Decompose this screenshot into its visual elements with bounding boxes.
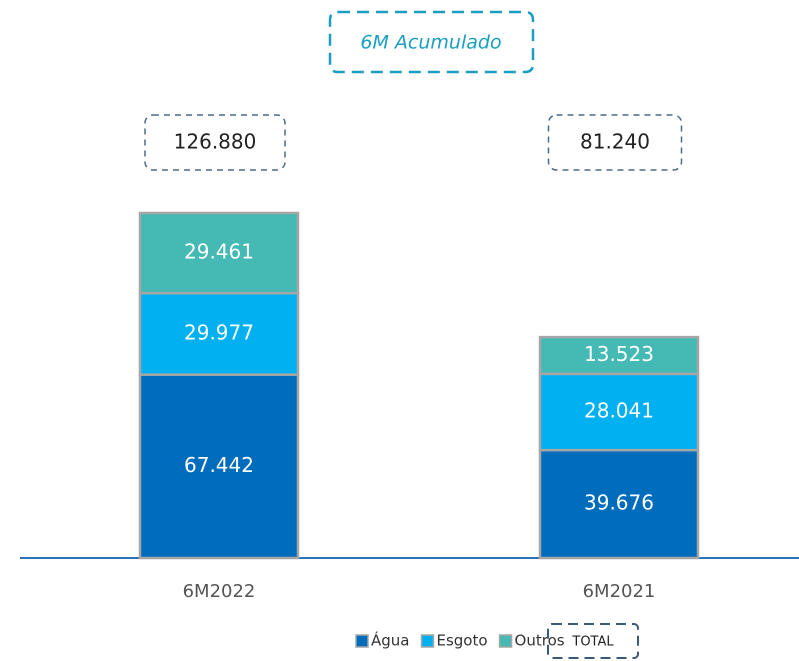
- subtitle-box: [328, 10, 535, 74]
- x-tick-label: 6M2022: [183, 581, 256, 602]
- legend-swatch: [355, 634, 369, 648]
- x-tick-label: 6M2021: [583, 581, 656, 602]
- legend-label: Água: [371, 631, 409, 650]
- legend-total-box: [547, 623, 639, 659]
- bar-segment: [138, 211, 300, 295]
- data-label: 39.676: [584, 491, 654, 515]
- total-box: [547, 114, 683, 171]
- data-label: 29.977: [184, 320, 254, 344]
- bar-segment: [538, 372, 700, 452]
- legend-swatch: [420, 634, 435, 648]
- bar-segment: [138, 373, 300, 560]
- total-label: 126.880: [174, 130, 257, 154]
- bar-segment: [538, 448, 700, 560]
- bar-segment: [538, 335, 700, 376]
- legend-label: Outros: [515, 632, 565, 650]
- legend-label: Esgoto: [436, 632, 487, 650]
- data-label: 13.523: [584, 342, 654, 366]
- data-label: 28.041: [584, 398, 654, 422]
- legend-swatch: [498, 634, 513, 648]
- total-box: [144, 114, 286, 171]
- total-label: 81.240: [580, 130, 650, 154]
- subtitle: 6M Acumulado: [360, 32, 501, 54]
- data-label: 29.461: [184, 240, 254, 264]
- legend-label: TOTAL: [571, 635, 614, 650]
- data-label: 67.442: [184, 453, 254, 477]
